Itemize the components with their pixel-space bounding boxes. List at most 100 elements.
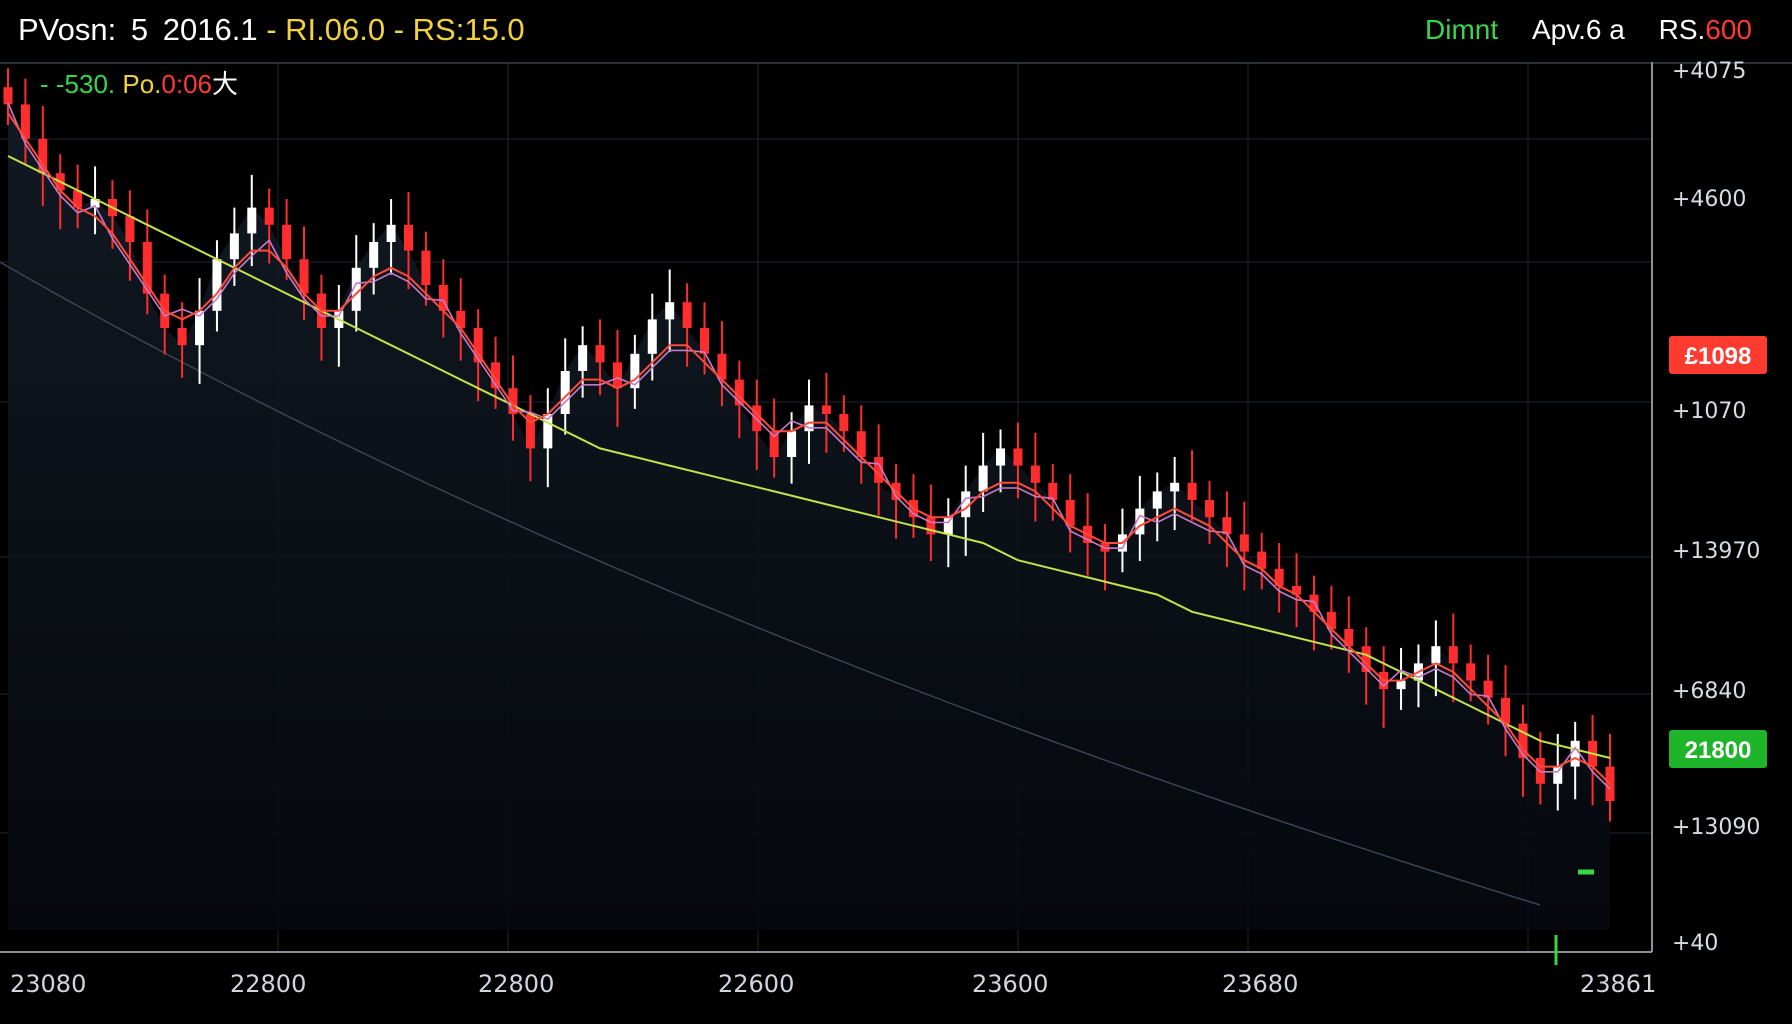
candle-body-40[interactable] [700,328,710,354]
candle-body-4[interactable] [73,190,83,208]
candle-body-72[interactable] [1257,551,1267,569]
interval-value: 5 [130,12,149,47]
candle-body-82[interactable] [1431,646,1441,664]
candle-body-55[interactable] [961,491,971,518]
candle-body-59[interactable] [1030,465,1040,483]
candle-body-14[interactable] [247,207,257,234]
candle-body-13[interactable] [229,233,239,260]
candle-body-60[interactable] [1048,482,1058,500]
candle-body-73[interactable] [1274,568,1284,586]
candle-body-87[interactable] [1518,723,1528,758]
x-tick-0: 23080 [10,970,86,998]
candle-body-89[interactable] [1553,766,1563,784]
candle-body-5[interactable] [90,199,100,208]
candle-body-23[interactable] [404,224,413,251]
candle-body-68[interactable] [1187,482,1197,500]
candle-body-74[interactable] [1292,586,1302,595]
candle-body-26[interactable] [456,310,466,328]
candle-body-86[interactable] [1501,697,1511,724]
candle-body-20[interactable] [351,267,361,311]
candle-body-36[interactable] [630,353,640,389]
x-tick-5: 23680 [1222,970,1298,998]
candle-body-10[interactable] [177,328,187,346]
y-tick-0: +4075 [1672,59,1746,84]
candle-body-46[interactable] [804,405,814,432]
candle-body-54[interactable] [943,517,953,535]
candle-body-50[interactable] [874,457,884,483]
candle-body-28[interactable] [491,362,501,389]
y-tick-2: +1070 [1672,399,1746,424]
candle-body-12[interactable] [212,259,222,311]
candle-body-76[interactable] [1326,611,1336,629]
y-tick-5: +13090 [1672,815,1760,840]
candle-body-49[interactable] [856,431,866,457]
y-tick-6: +40 [1672,931,1718,956]
candle-body-77[interactable] [1344,629,1354,647]
candle-body-58[interactable] [1013,448,1023,466]
indicator-readout: - -530. Po.0:06大 [40,64,238,101]
candle-body-57[interactable] [996,448,1006,466]
candle-body-31[interactable] [543,414,553,449]
ma-slow-line [7,155,1611,759]
candle-body-25[interactable] [438,285,448,311]
candle-body-69[interactable] [1205,500,1214,518]
indicator-po: Po. [115,69,162,99]
candle-body-47[interactable] [821,405,831,414]
symbol-readout: PVosn: 5 2016.1 - RI.06.0 - RS:15.0 [18,12,525,48]
candle-body-7[interactable] [125,216,135,242]
candle-body-63[interactable] [1100,543,1110,552]
candle-body-84[interactable] [1466,663,1476,681]
rs-stat-value: 600 [1705,14,1752,45]
candle-body-38[interactable] [665,302,675,320]
candle-body-80[interactable] [1396,680,1406,690]
candle-body-48[interactable] [839,414,849,432]
candle-body-0[interactable] [3,87,13,105]
candle-body-66[interactable] [1152,491,1162,509]
candle-body-29[interactable] [508,388,518,414]
candle-body-85[interactable] [1483,680,1493,698]
apv-label[interactable]: Apv.6 a [1531,14,1625,45]
candle-body-75[interactable] [1309,594,1319,612]
candle-body-1[interactable] [20,104,30,139]
long-trend-curve [0,261,1541,906]
candle-body-67[interactable] [1170,482,1180,492]
candle-body-90[interactable] [1570,740,1580,767]
candle-body-30[interactable] [525,414,535,449]
candle-body-42[interactable] [734,379,744,406]
candle-body-83[interactable] [1448,646,1458,664]
candle-body-15[interactable] [264,207,274,225]
candle-body-61[interactable] [1065,500,1075,526]
candle-body-22[interactable] [386,224,396,242]
candle-body-41[interactable] [717,353,727,380]
candle-body-11[interactable] [195,310,205,346]
candle-body-17[interactable] [299,259,309,294]
badge-high-label: £1098 [1685,343,1752,370]
candle-body-37[interactable] [647,319,657,354]
candle-body-2[interactable] [38,138,48,174]
candle-body-33[interactable] [578,345,588,371]
indicator-change: - -530. [40,69,116,99]
y-tick-1: +4600 [1672,187,1746,212]
candle-body-8[interactable] [142,242,152,294]
candle-body-27[interactable] [473,328,483,363]
x-tick-2: 22800 [478,970,554,998]
candle-body-53[interactable] [926,517,936,535]
candle-body-21[interactable] [369,242,379,268]
candle-body-16[interactable] [282,224,292,260]
candle-body-24[interactable] [421,250,431,285]
candle-body-56[interactable] [978,465,988,492]
candle-body-45[interactable] [787,431,797,457]
candle-body-35[interactable] [612,362,622,389]
candle-body-32[interactable] [560,371,570,414]
candle-body-65[interactable] [1135,508,1145,535]
candle-body-39[interactable] [682,302,692,328]
candle-group [3,68,1615,822]
candle-body-34[interactable] [595,345,605,363]
candle-body-44[interactable] [769,431,779,457]
candle-body-70[interactable] [1222,517,1232,535]
dimnt-label[interactable]: Dimnt [1425,14,1499,45]
candle-body-78[interactable] [1361,646,1371,672]
symbol-name: PVosn: [18,12,117,47]
candle-body-71[interactable] [1239,534,1249,552]
